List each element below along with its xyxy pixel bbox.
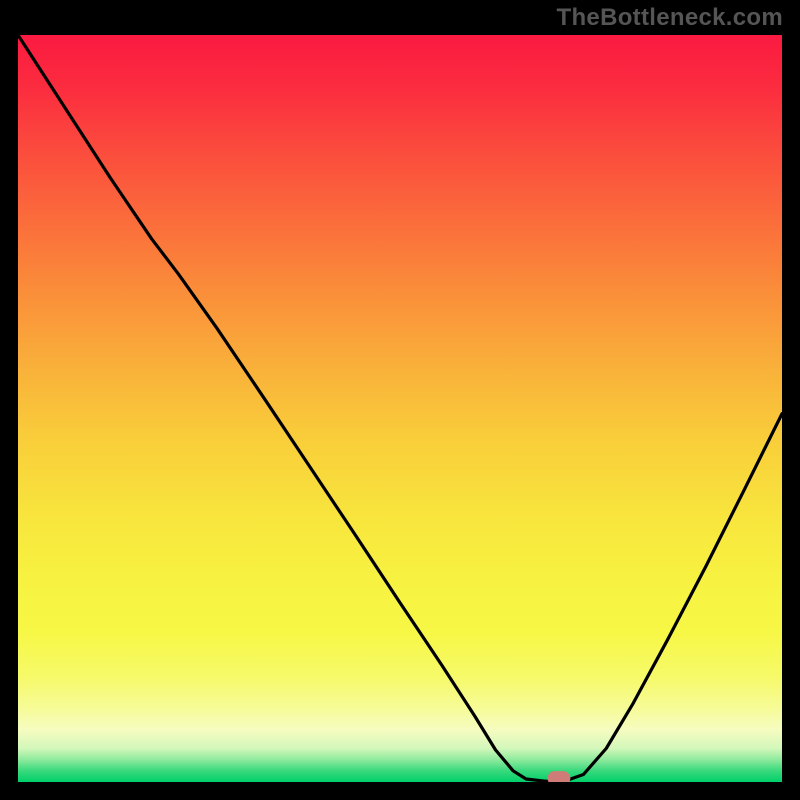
bottleneck-curve — [18, 35, 782, 782]
watermark-text: TheBottleneck.com — [557, 4, 783, 32]
optimal-marker — [547, 771, 570, 782]
plot-area — [18, 35, 782, 782]
bottleneck-curve-line — [18, 35, 782, 781]
chart-frame: TheBottleneck.com — [0, 0, 800, 800]
